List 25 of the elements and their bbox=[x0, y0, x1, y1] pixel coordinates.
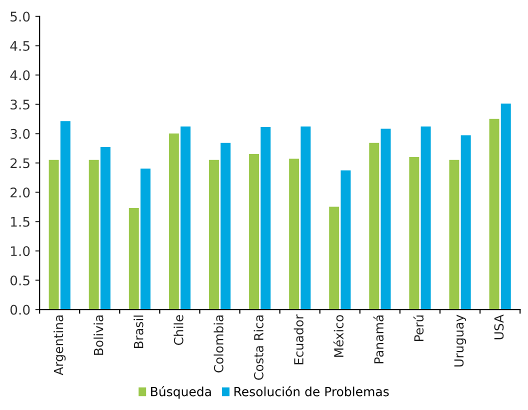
x-tick-label: México bbox=[333, 315, 344, 357]
y-tick-label: 4.0 bbox=[10, 70, 30, 80]
y-tick-label: 0.5 bbox=[10, 275, 30, 286]
x-tick-label: USA bbox=[494, 314, 504, 340]
x-tick-label: Colombia bbox=[214, 316, 224, 372]
legend-label: Resolución de Problemas bbox=[234, 386, 389, 396]
x-tick-label: Costa Rica bbox=[254, 316, 264, 380]
y-tick-label: 4.5 bbox=[10, 41, 30, 51]
x-tick-label: Perú bbox=[413, 316, 424, 342]
y-tick-label: 0.0 bbox=[10, 304, 30, 315]
x-tick-label: Brasil bbox=[134, 316, 144, 348]
y-tick-label: 2.5 bbox=[10, 158, 30, 168]
x-tick-label: Ecuador bbox=[294, 314, 304, 364]
y-tick-label: 3.0 bbox=[10, 128, 30, 139]
y-tick-label: 3.5 bbox=[10, 100, 30, 110]
x-tick-label: Uruguay bbox=[454, 314, 466, 366]
y-tick-label: 2.0 bbox=[10, 188, 30, 198]
y-tick-label: 1.0 bbox=[11, 246, 30, 256]
x-tick-label: Argentina bbox=[54, 316, 66, 376]
x-tick-label: Bolivia bbox=[94, 316, 104, 355]
legend-label: Búsqueda bbox=[151, 386, 211, 399]
y-tick-label: 1.5 bbox=[11, 217, 30, 227]
x-tick-label: Chile bbox=[174, 315, 184, 345]
x-tick-label: Panamá bbox=[373, 316, 384, 364]
y-tick-label: 5.0 bbox=[10, 12, 30, 22]
